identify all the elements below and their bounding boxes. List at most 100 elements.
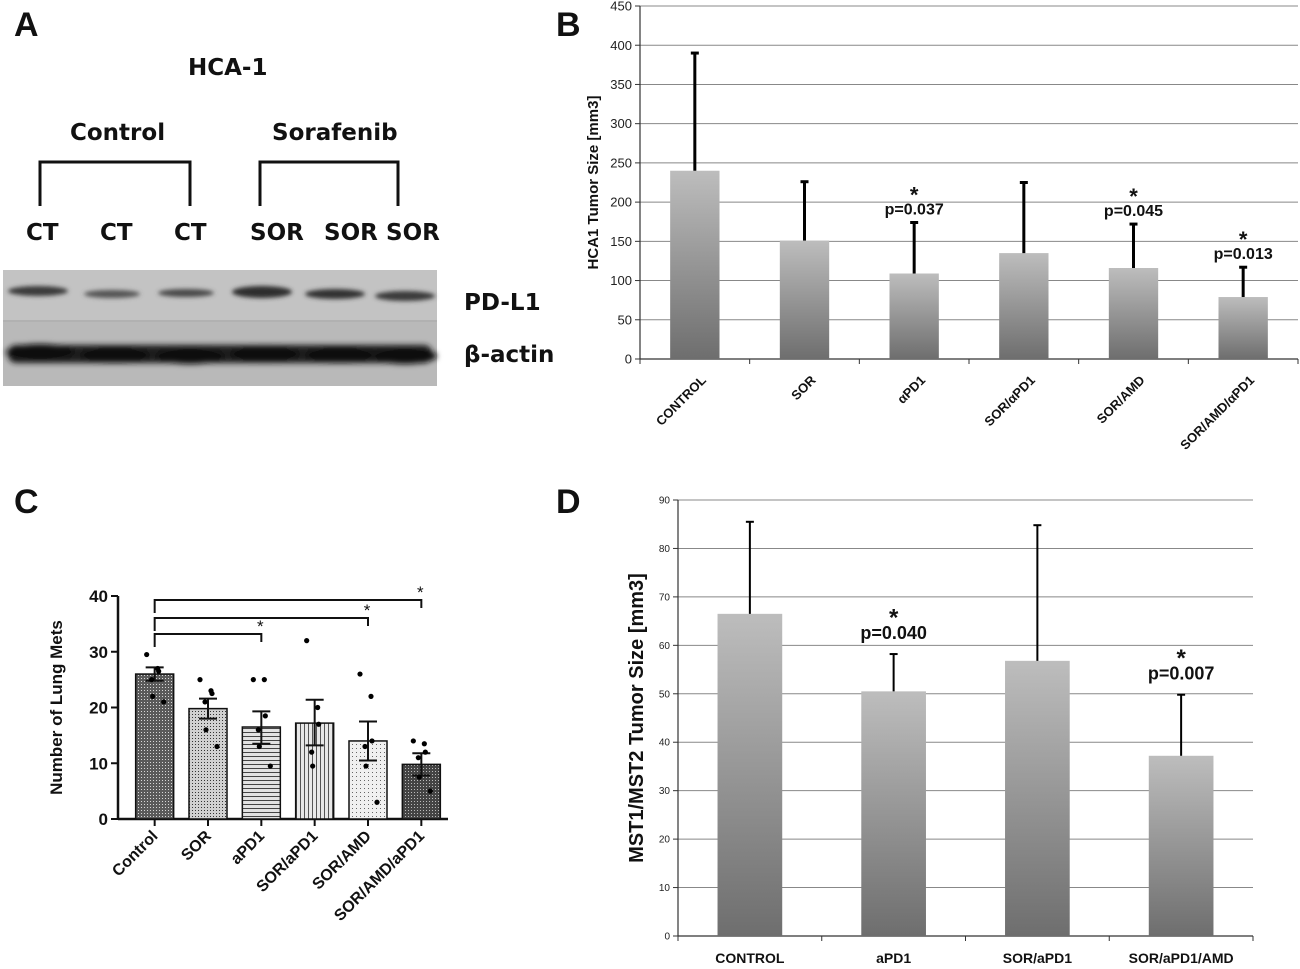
y-axis-label: Number of Lung Mets xyxy=(47,620,66,795)
significance-star: * xyxy=(1129,184,1138,209)
y-tick-label: 60 xyxy=(659,641,671,652)
data-point xyxy=(161,699,167,705)
bar xyxy=(294,722,335,820)
y-tick-label: 0 xyxy=(99,810,108,829)
data-point xyxy=(197,677,203,683)
bar xyxy=(348,740,388,820)
data-point xyxy=(357,671,363,677)
data-point xyxy=(261,677,267,683)
y-tick-label: 40 xyxy=(89,587,108,606)
data-point xyxy=(368,693,374,699)
lane-label: SOR xyxy=(386,220,440,246)
data-point xyxy=(315,704,321,711)
data-point xyxy=(156,668,162,674)
bar xyxy=(241,726,282,820)
bar xyxy=(188,707,228,820)
x-tick-label: SOR/aPD1 xyxy=(254,828,322,896)
y-tick-label: 10 xyxy=(89,754,108,773)
data-point xyxy=(155,665,161,672)
x-tick-label: SOR/αPD1 xyxy=(981,373,1038,430)
y-tick-label: 450 xyxy=(610,0,632,14)
data-point xyxy=(256,743,262,750)
band-label-pdl1: PD-L1 xyxy=(464,290,541,316)
data-point xyxy=(203,727,209,733)
bar xyxy=(889,273,939,359)
data-point xyxy=(255,727,261,733)
bar xyxy=(717,613,783,936)
bar xyxy=(134,673,175,820)
y-tick-label: 300 xyxy=(610,116,632,131)
bar xyxy=(861,691,926,936)
data-point xyxy=(214,743,220,750)
data-point xyxy=(415,755,421,761)
x-tick-label: aPD1 xyxy=(228,828,268,868)
significance-star: * xyxy=(889,605,899,632)
p-value-label: p=0.007 xyxy=(1148,664,1215,684)
significance-star: * xyxy=(364,601,371,620)
bar xyxy=(1148,755,1214,936)
significance-star: * xyxy=(257,617,264,636)
data-point xyxy=(150,693,156,699)
x-tick-label: SOR/AMD/aPD1 xyxy=(331,828,428,925)
x-tick-label: aPD1 xyxy=(876,950,911,966)
significance-bracket xyxy=(153,599,423,613)
x-tick-label: SOR xyxy=(788,372,819,403)
significance-star: * xyxy=(417,583,424,602)
y-tick-label: 350 xyxy=(610,77,632,92)
y-tick-label: 200 xyxy=(610,195,632,210)
x-tick-label: SOR/AMD xyxy=(309,828,374,893)
x-tick-label: SOR/AMD xyxy=(1094,373,1148,427)
bar xyxy=(1218,297,1268,359)
y-axis-label: HCA1 Tumor Size [mm3] xyxy=(585,96,602,270)
y-tick-label: 10 xyxy=(659,883,671,894)
data-point xyxy=(422,749,428,755)
group-label-control: Control xyxy=(70,120,166,146)
bar xyxy=(779,240,830,359)
lane-label: CT xyxy=(26,220,59,246)
y-tick-label: 150 xyxy=(610,234,632,249)
panel-label-d: D xyxy=(556,483,581,521)
data-point xyxy=(416,774,422,780)
band-label-beta-actin: β-actin xyxy=(464,342,555,368)
data-point xyxy=(267,763,273,769)
y-tick-label: 30 xyxy=(89,643,108,662)
cell-line-label: HCA-1 xyxy=(188,55,268,81)
y-tick-label: 50 xyxy=(618,312,632,327)
x-tick-label: CONTROL xyxy=(653,372,709,428)
p-value-label: p=0.040 xyxy=(860,623,927,643)
panel-label-c: C xyxy=(14,483,39,521)
data-point xyxy=(149,677,155,683)
data-point xyxy=(421,741,427,747)
pdl1-bands xyxy=(8,286,435,301)
lane-label: SOR xyxy=(324,220,378,246)
data-point xyxy=(209,690,215,697)
panel-label-a: A xyxy=(14,6,39,44)
actin-bands xyxy=(6,344,437,364)
y-tick-label: 400 xyxy=(610,38,632,53)
significance-star: * xyxy=(1239,227,1248,252)
data-point xyxy=(310,763,316,769)
data-point xyxy=(410,738,416,744)
bar xyxy=(999,253,1049,359)
lane-label: CT xyxy=(100,220,133,246)
data-point xyxy=(427,788,433,794)
x-tick-label: SOR/aPD1 xyxy=(1003,950,1072,966)
lane-label: SOR xyxy=(250,220,304,246)
y-tick-label: 250 xyxy=(610,155,632,170)
y-tick-label: 30 xyxy=(659,786,671,797)
y-tick-label: 70 xyxy=(659,592,671,603)
bar xyxy=(1005,660,1070,936)
bar xyxy=(1108,268,1159,359)
data-point xyxy=(262,713,268,719)
panel-label-b: B xyxy=(556,6,581,44)
y-tick-label: 20 xyxy=(89,699,108,718)
y-tick-label: 0 xyxy=(625,352,632,367)
bracket-control xyxy=(38,160,192,206)
y-tick-label: 40 xyxy=(659,738,671,749)
data-point xyxy=(250,677,256,683)
data-point xyxy=(363,763,369,769)
data-point xyxy=(202,699,208,705)
bar xyxy=(401,763,442,820)
data-point xyxy=(304,638,310,644)
data-point xyxy=(362,743,368,750)
